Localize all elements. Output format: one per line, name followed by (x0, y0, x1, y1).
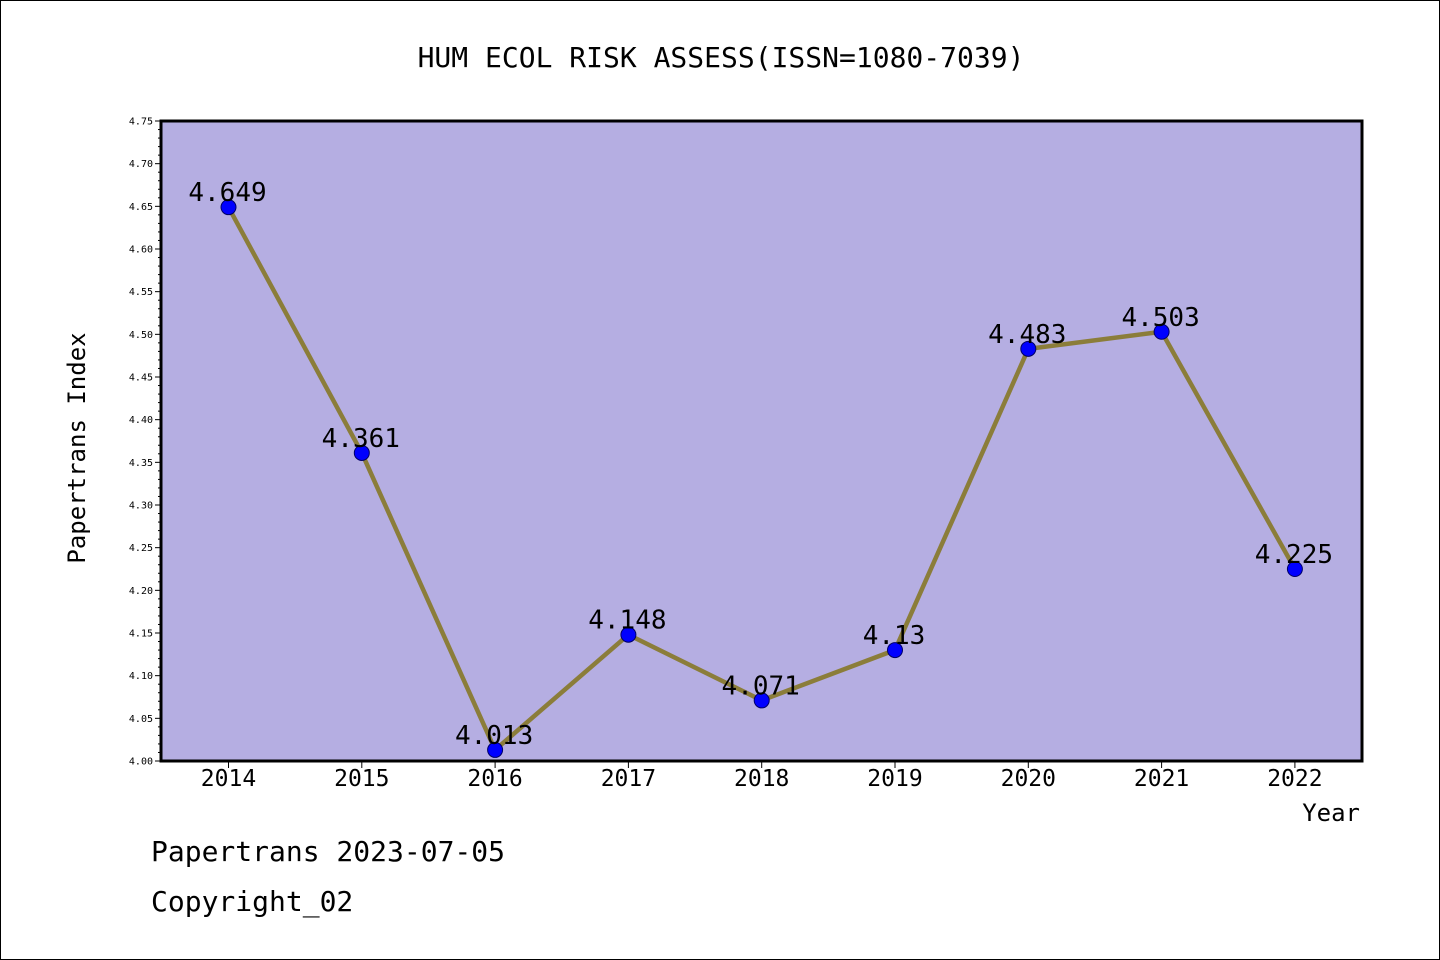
data-point (887, 642, 903, 659)
y-tick-label: 4.35 (129, 458, 153, 469)
x-axis: 2014 2015 2016 2017 2018 2019 2020 2021 2022 (201, 761, 1323, 792)
data-label: 4.071 (722, 671, 800, 701)
x-tick-label: 2015 (334, 766, 389, 792)
data-point (220, 199, 237, 216)
y-tick-label: 4.55 (129, 287, 153, 298)
y-axis-label: Papertrans Index (63, 332, 91, 563)
y-axis: 4.00 4.05 4.10 4.15 4.20 4.25 4.30 4.35 4.40 4.45… (129, 117, 161, 768)
data-label: 4.013 (455, 721, 533, 751)
y-tick-label: 4.60 (129, 245, 153, 256)
footer-date: Papertrans 2023-07-05 (151, 835, 506, 868)
x-axis-label: Year (1302, 799, 1360, 827)
data-labels: 4.649 4.361 4.013 4.148 4.071 4.13 4.483 4.503 4… (188, 178, 1333, 751)
y-tick-label: 4.75 (129, 117, 153, 128)
y-tick-label: 4.20 (129, 586, 153, 597)
y-tick-label: 4.65 (129, 202, 153, 213)
y-tick-label: 4.25 (129, 543, 153, 554)
data-point (1153, 323, 1170, 340)
x-tick-label: 2014 (201, 766, 256, 792)
data-label: 4.649 (188, 178, 266, 208)
x-tick-label: 2018 (734, 766, 789, 792)
y-tick-label: 4.10 (129, 671, 153, 682)
data-point (487, 741, 504, 758)
x-tick-label: 2019 (867, 766, 922, 792)
chart-title: HUM ECOL RISK ASSESS(ISSN=1080-7039) (418, 41, 1025, 74)
data-point (1286, 561, 1303, 577)
x-tick-label: 2016 (467, 766, 522, 792)
plot-area (159, 119, 1364, 763)
data-label: 4.148 (588, 606, 666, 636)
data-label: 4.225 (1255, 540, 1333, 570)
x-tick-label: 2022 (1267, 766, 1322, 792)
x-tick-label: 2020 (1001, 766, 1056, 792)
data-point (753, 692, 770, 709)
data-label: 4.503 (1121, 303, 1199, 333)
data-label: 4.483 (988, 320, 1066, 350)
x-tick-label: 2021 (1134, 766, 1189, 792)
data-point (1020, 340, 1037, 357)
y-tick-label: 4.00 (129, 757, 153, 768)
y-tick-label: 4.05 (129, 714, 153, 725)
data-markers (220, 199, 1303, 758)
x-tick-label: 2017 (601, 766, 656, 792)
data-label: 4.13 (863, 621, 926, 651)
data-point (620, 626, 637, 643)
y-tick-label: 4.70 (129, 159, 153, 170)
data-label: 4.361 (322, 424, 400, 454)
data-point (353, 444, 370, 461)
y-tick-label: 4.15 (129, 629, 153, 640)
y-tick-label: 4.50 (129, 330, 153, 341)
y-tick-label: 4.40 (129, 415, 153, 426)
footer-copyright: Copyright_02 (151, 885, 354, 918)
y-tick-label: 4.45 (129, 373, 153, 384)
y-tick-label: 4.30 (129, 501, 153, 512)
